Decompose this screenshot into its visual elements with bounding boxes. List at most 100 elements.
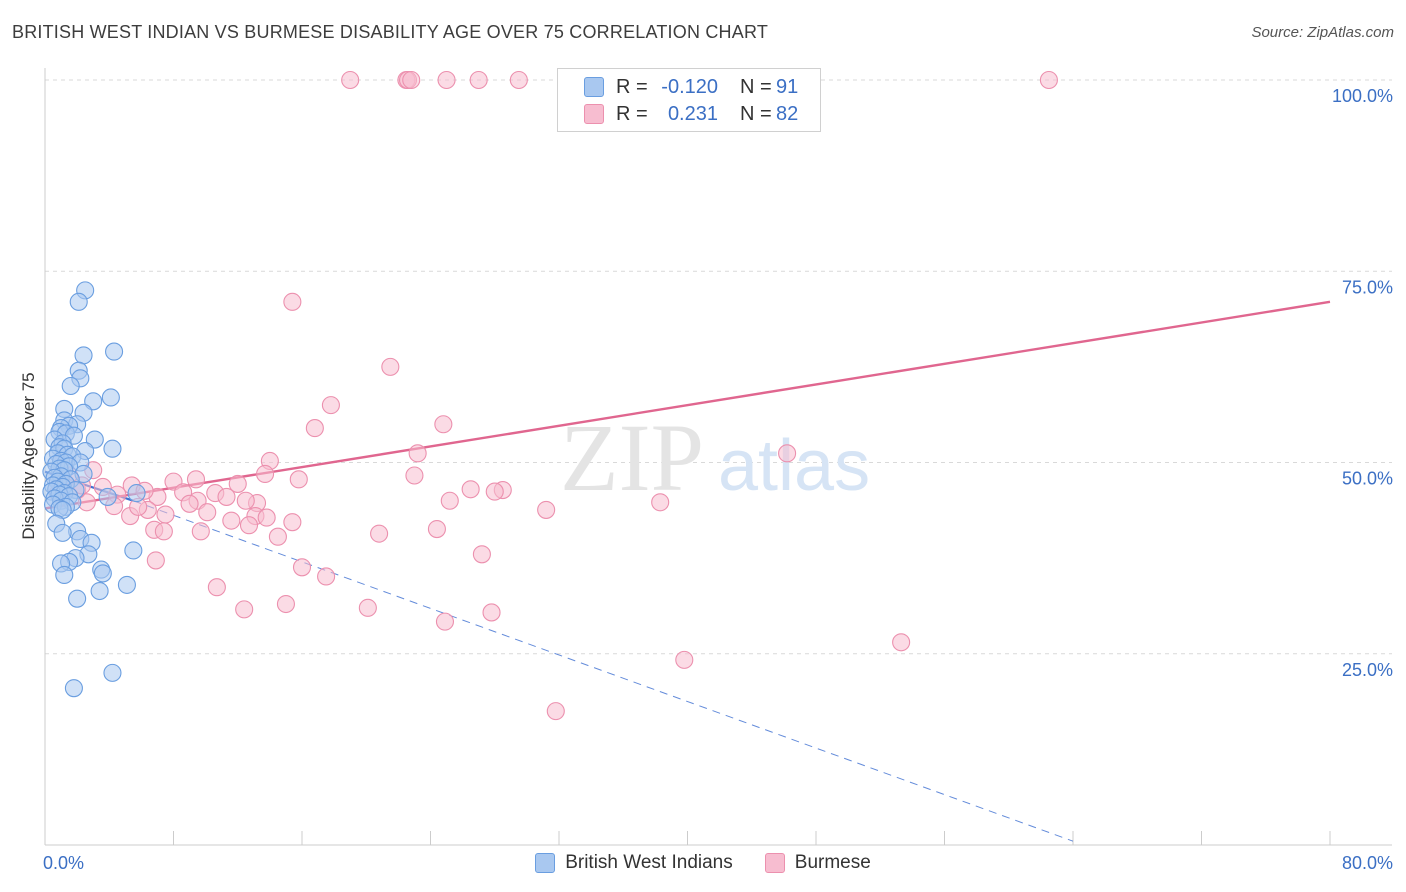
data-point-burmese xyxy=(778,444,797,463)
x-tick-label: 80.0% xyxy=(1342,853,1393,873)
data-point-burmese xyxy=(283,513,302,532)
data-point-burmese xyxy=(207,578,226,597)
data-point-burmese xyxy=(461,480,480,499)
points-british-west-indians xyxy=(42,281,146,698)
data-point-british-west-indians xyxy=(74,346,93,365)
legend-item-burmese: Burmese xyxy=(764,852,871,874)
legend-n-label: N = xyxy=(740,102,772,125)
data-point-burmese xyxy=(675,650,694,669)
data-point-burmese xyxy=(292,558,312,577)
data-point-burmese xyxy=(146,551,165,570)
legend-swatch-blue xyxy=(584,77,604,97)
data-point-burmese xyxy=(156,505,175,524)
data-point-burmese xyxy=(427,520,446,539)
legend-label: Burmese xyxy=(794,852,871,873)
data-point-british-west-indians xyxy=(98,487,117,506)
data-point-burmese xyxy=(268,527,287,546)
points-burmese xyxy=(48,70,1058,721)
tick-labels: 25.0% 50.0% 75.0% 100.0% 0.0% 80.0% xyxy=(43,86,1393,873)
chart-title: BRITISH WEST INDIAN VS BURMESE DISABILIT… xyxy=(12,22,769,42)
data-point-burmese xyxy=(154,522,173,541)
legend-swatch-pink xyxy=(764,853,785,873)
data-point-burmese xyxy=(546,702,565,721)
data-point-british-west-indians xyxy=(105,342,124,361)
data-point-burmese xyxy=(509,70,528,90)
data-point-burmese xyxy=(317,567,336,586)
legend-swatch-pink xyxy=(584,104,604,124)
series-legend: British West Indians Burmese xyxy=(0,852,1406,874)
legend-r-value: 0.231 xyxy=(667,102,718,125)
legend-n-label: N = xyxy=(740,75,772,98)
watermark-atlas: atlas xyxy=(718,426,870,506)
data-point-british-west-indians xyxy=(101,388,120,407)
legend-r-value: -0.120 xyxy=(661,75,718,98)
data-point-burmese xyxy=(469,70,488,90)
data-point-burmese xyxy=(405,466,424,485)
y-tick-label: 25.0% xyxy=(1342,660,1393,680)
data-point-british-west-indians xyxy=(61,376,80,396)
y-axis-label: Disability Age Over 75 xyxy=(19,372,38,539)
data-point-burmese xyxy=(321,396,340,415)
data-point-british-west-indians xyxy=(124,541,143,560)
data-point-burmese xyxy=(198,503,217,522)
data-point-burmese xyxy=(358,598,377,617)
data-point-burmese xyxy=(180,494,199,513)
data-point-british-west-indians xyxy=(103,439,122,458)
data-point-burmese xyxy=(283,292,302,311)
data-point-burmese xyxy=(370,524,389,543)
data-point-burmese xyxy=(186,470,206,489)
data-point-burmese xyxy=(435,612,455,631)
data-point-british-west-indians xyxy=(103,663,122,682)
data-point-burmese xyxy=(305,419,324,438)
legend-r-label: R = xyxy=(616,75,648,98)
legend-row-british-west-indians: R = -0.120 N = 91 xyxy=(584,75,798,99)
data-point-burmese xyxy=(651,493,670,512)
data-point-burmese xyxy=(892,633,911,652)
data-point-british-west-indians xyxy=(55,565,74,585)
data-point-burmese xyxy=(482,603,501,622)
y-tick-label: 75.0% xyxy=(1342,277,1393,297)
data-point-burmese xyxy=(437,70,456,90)
data-point-burmese xyxy=(228,474,247,493)
watermark-zip: ZIP xyxy=(560,404,704,511)
data-point-burmese xyxy=(537,500,556,519)
data-point-british-west-indians xyxy=(68,589,87,608)
x-tick-label: 0.0% xyxy=(43,853,84,873)
data-point-burmese xyxy=(235,600,254,619)
data-point-burmese xyxy=(341,70,360,90)
data-point-burmese xyxy=(256,464,275,484)
data-point-burmese xyxy=(289,470,308,489)
gridlines xyxy=(45,79,1392,655)
data-point-british-west-indians xyxy=(64,679,83,698)
y-tick-label: 50.0% xyxy=(1342,469,1393,489)
data-point-burmese xyxy=(485,482,504,501)
data-point-burmese xyxy=(236,491,255,510)
data-point-burmese xyxy=(408,444,427,463)
y-tick-label: 100.0% xyxy=(1332,86,1393,106)
data-point-burmese xyxy=(222,511,241,530)
stats-legend: R = -0.120 N = 91 R = 0.231 N = 82 xyxy=(557,68,821,132)
data-point-british-west-indians xyxy=(117,575,136,594)
source-label: Source: ZipAtlas.com xyxy=(1251,24,1394,41)
data-point-burmese xyxy=(217,487,236,506)
data-point-burmese xyxy=(381,357,400,376)
legend-swatch-blue xyxy=(535,853,556,873)
legend-n-value: 91 xyxy=(776,75,799,98)
legend-r-label: R = xyxy=(616,102,648,125)
data-point-british-west-indians xyxy=(127,484,146,503)
legend-item-british-west-indians: British West Indians xyxy=(535,852,733,874)
data-point-burmese xyxy=(440,491,459,510)
legend-label: British West Indians xyxy=(565,852,733,873)
data-point-burmese xyxy=(239,516,259,535)
data-point-burmese xyxy=(276,594,295,614)
data-point-burmese xyxy=(472,545,491,564)
legend-row-burmese: R = 0.231 N = 82 xyxy=(584,102,798,126)
watermark: ZIP atlas xyxy=(560,404,870,511)
data-point-burmese xyxy=(434,415,453,434)
data-point-british-west-indians xyxy=(90,581,109,601)
data-point-british-west-indians xyxy=(53,523,72,542)
data-point-burmese xyxy=(191,522,210,541)
data-point-burmese xyxy=(1039,70,1058,90)
legend-n-value: 82 xyxy=(776,102,799,125)
